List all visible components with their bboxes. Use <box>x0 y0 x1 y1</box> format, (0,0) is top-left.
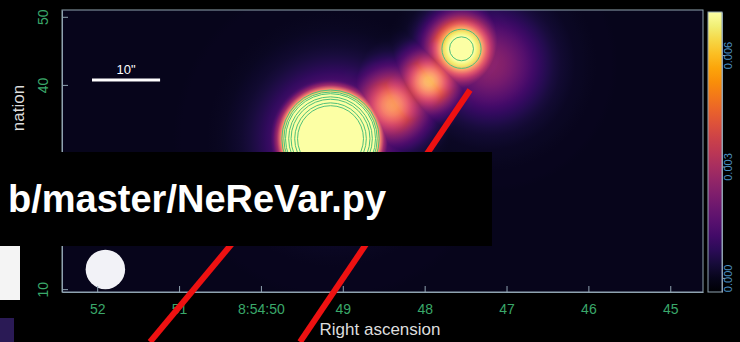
contour <box>442 29 481 68</box>
x-tick-mark <box>588 286 589 292</box>
x-tick-mark <box>670 286 671 292</box>
y-tick-label: 10 <box>35 282 51 298</box>
y-tick-label: 50 <box>35 9 51 25</box>
beam <box>86 250 125 289</box>
y-tick-mark <box>62 17 68 18</box>
y-tick: 50 <box>35 9 68 25</box>
y-axis-line <box>62 11 63 293</box>
colorbar-axis: 0.000 0.003 0.006 <box>722 13 734 293</box>
banner <box>0 152 492 246</box>
y-tick: 40 <box>35 77 68 93</box>
x-axis-title: Right ascension <box>320 320 441 339</box>
plot-frame <box>62 10 703 292</box>
figure: 52518:54:504948474645104050Right ascensi… <box>0 0 740 342</box>
x-tick-mark <box>425 286 426 292</box>
plot-area <box>62 10 703 292</box>
x-tick: 46 <box>581 286 597 317</box>
colorbar-tick-label: 0.000 <box>722 265 734 293</box>
x-tick: 47 <box>499 286 515 317</box>
x-tick-label: 48 <box>417 301 433 317</box>
y-axis-title: nation <box>9 85 28 131</box>
x-tick-label: 49 <box>336 301 352 317</box>
emission <box>62 10 703 292</box>
x-tick-label: 8:54:50 <box>238 301 285 317</box>
x-axis: 52518:54:504948474645 <box>63 286 704 317</box>
x-tick-label: 52 <box>90 301 106 317</box>
colorbar-tick: 0.003 <box>722 153 734 181</box>
x-tick-mark <box>343 286 344 292</box>
x-tick: 48 <box>417 286 433 317</box>
y-tick-label: 40 <box>35 77 51 93</box>
y-tick-mark <box>62 289 68 290</box>
y-tick: 10 <box>35 282 68 298</box>
slide-box <box>0 246 20 300</box>
slide-box <box>0 318 14 342</box>
x-axis-line <box>63 292 704 293</box>
x-tick-label: 46 <box>581 301 597 317</box>
scale-bar <box>92 79 160 82</box>
x-tick: 52 <box>90 286 106 317</box>
colorbar-tick-label: 0.003 <box>722 153 734 181</box>
x-tick-mark <box>261 286 262 292</box>
scale-bar-label: 10" <box>117 62 136 77</box>
colorbar-tick-label: 0.006 <box>722 42 734 70</box>
contour <box>450 37 474 61</box>
y-tick-mark <box>62 85 68 86</box>
colorbar-tick: 0.006 <box>722 42 734 70</box>
colorbar-tick: 0.000 <box>722 265 734 293</box>
x-tick: 8:54:50 <box>238 286 285 317</box>
x-tick: 45 <box>663 286 679 317</box>
banner-text: b/master/NeReVar.py <box>8 178 386 220</box>
colorbar <box>708 12 722 292</box>
x-tick-mark <box>179 286 180 292</box>
x-tick-label: 47 <box>499 301 515 317</box>
x-tick-label: 45 <box>663 301 679 317</box>
x-tick-mark <box>97 286 98 292</box>
x-tick-mark <box>507 286 508 292</box>
